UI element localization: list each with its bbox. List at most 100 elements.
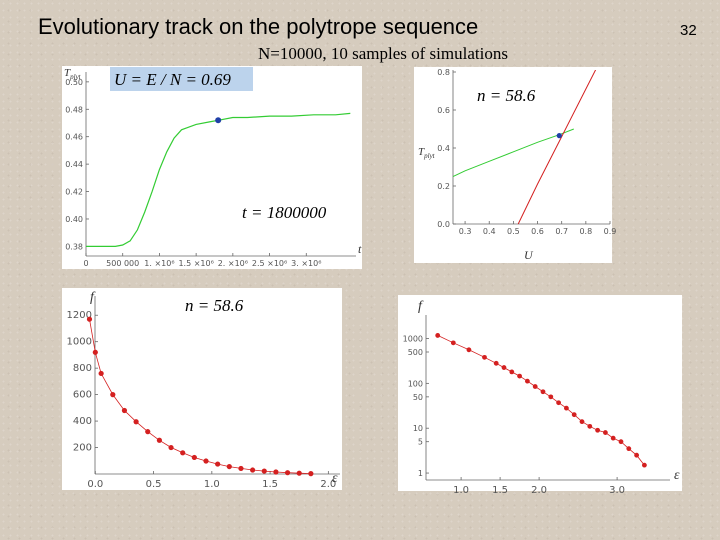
x-tick-label-6: 3. ×10⁶ — [291, 259, 321, 268]
x-tick-label-3: 1.5 ×10⁶ — [178, 259, 213, 268]
x-tick-label-0: 0.3 — [459, 227, 472, 236]
y-axis-label: f — [90, 290, 96, 305]
red-point-15 — [579, 419, 585, 425]
red-series-line — [517, 70, 597, 225]
x-axis-label: ε — [332, 471, 338, 486]
y-axis-label: f — [418, 299, 424, 314]
y-axis-label: Tplyt — [64, 67, 82, 81]
x-tick-label-2: 1.0 — [204, 479, 220, 490]
y-tick-label-2: 0.4 — [437, 144, 450, 153]
red-point-6 — [145, 429, 151, 435]
x-tick-label-5: 0.8 — [579, 227, 592, 236]
y-tick-label-1: 400 — [73, 416, 92, 427]
red-point-2 — [98, 370, 104, 377]
red-point-6 — [509, 369, 515, 375]
x-tick-label-1: 1.5 — [492, 485, 508, 496]
time-evolution-svg: 0.38 0.40 0.42 0.44 0.46 0.48 0.50 0 500 000 1. ×… — [64, 67, 362, 268]
x-axis-label: t — [358, 242, 362, 256]
time-evolution-plot: 0.38 0.40 0.42 0.44 0.46 0.48 0.50 0 500 000 1. ×… — [62, 66, 362, 269]
red-point-3 — [110, 392, 116, 398]
x-tick-label-0: 1.0 — [453, 485, 469, 496]
x-tick-label-2: 1. ×10⁶ — [144, 259, 174, 268]
red-point-13 — [564, 405, 569, 411]
x-tick-label-1: 0.4 — [483, 227, 496, 236]
red-point-13 — [226, 463, 232, 470]
red-point-15 — [250, 467, 256, 473]
y-tick-label-0: 0.0 — [437, 220, 450, 229]
red-point-20 — [618, 439, 624, 445]
x-tick-label-6: 0.9 — [604, 227, 617, 236]
distribution-log-plot: 1 5 10 50 100 500 1000 1.0 1.5 2.0 3.0 f ε — [398, 295, 682, 496]
red-point-5 — [133, 419, 139, 425]
y-tick-label-1: 5 — [418, 438, 423, 447]
red-point-5 — [501, 365, 507, 370]
red-point-14 — [238, 465, 244, 472]
temperature-energy-svg: 0.0 0.2 0.4 0.6 0.8 0.3 0.4 0.5 0.6 0.7 0.8 0.9 Tply… — [418, 68, 616, 262]
red-point-7 — [517, 373, 522, 379]
y-tick-label-3: 0.6 — [437, 106, 450, 115]
red-point-22 — [634, 452, 639, 458]
red-fit-line — [437, 335, 645, 466]
y-tick-label-1: 0.2 — [437, 182, 450, 191]
red-point-19 — [296, 470, 302, 476]
red-point-7 — [156, 437, 163, 443]
x-axis-label: ε — [674, 468, 680, 483]
y-tick-label-2: 600 — [73, 390, 92, 401]
red-point-17 — [595, 427, 600, 433]
blue-marker — [556, 133, 562, 139]
y-tick-label-5: 500 — [408, 348, 423, 357]
page-number: 32 — [680, 22, 697, 39]
y-tick-label-3: 50 — [413, 393, 423, 402]
y-tick-label-4: 0.46 — [65, 133, 83, 142]
x-tick-label-0: 0.0 — [87, 479, 103, 490]
slide-title: Evolutionary track on the polytrope sequ… — [38, 14, 479, 39]
red-point-8 — [525, 378, 530, 384]
y-tick-label-6: 1000 — [403, 335, 423, 344]
x-tick-label-3: 3.0 — [609, 485, 625, 496]
annotation-time: t = 1800000 — [242, 203, 327, 222]
red-point-4 — [493, 360, 499, 366]
red-point-11 — [548, 394, 554, 400]
x-tick-label-3: 1.5 — [262, 479, 278, 490]
red-point-10 — [540, 389, 546, 395]
y-tick-label-1: 0.40 — [65, 215, 83, 224]
y-tick-label-4: 100 — [408, 379, 423, 388]
red-point-11 — [203, 458, 209, 464]
red-point-23 — [642, 462, 647, 468]
green-series-line — [86, 112, 351, 247]
y-tick-label-5: 0.48 — [65, 105, 83, 114]
energy-highlight-box — [110, 67, 253, 91]
x-tick-label-2: 2.0 — [531, 485, 547, 496]
red-fit-line — [89, 319, 311, 474]
x-tick-label-5: 2.5 ×10⁶ — [252, 259, 287, 268]
red-point-9 — [532, 384, 538, 389]
annotation-energy: U = E / N = 0.69 — [114, 70, 231, 89]
red-point-0 — [435, 333, 441, 338]
x-tick-label-3: 0.6 — [531, 227, 544, 236]
y-tick-label-2: 0.42 — [65, 188, 83, 197]
x-tick-label-1: 500 000 — [106, 259, 139, 268]
y-tick-label-3: 0.44 — [65, 160, 83, 169]
red-point-4 — [121, 407, 128, 414]
y-tick-label-2: 10 — [413, 424, 423, 433]
x-tick-label-0: 0 — [83, 259, 88, 268]
red-point-21 — [626, 446, 632, 452]
red-point-3 — [482, 354, 487, 360]
red-point-14 — [571, 412, 577, 418]
temperature-energy-plot: 0.0 0.2 0.4 0.6 0.8 0.3 0.4 0.5 0.6 0.7 0.8 0.9 Tply… — [414, 67, 616, 263]
green-series-line — [453, 128, 574, 177]
annotation-n: n = 58.6 — [477, 86, 536, 105]
red-point-20 — [308, 471, 314, 477]
red-point-12 — [556, 400, 561, 406]
red-point-16 — [261, 468, 267, 474]
x-tick-label-1: 0.5 — [146, 479, 162, 490]
y-axis-label: Tplyt — [418, 146, 436, 160]
y-tick-label-5: 1200 — [67, 310, 92, 321]
red-point-1 — [92, 349, 98, 355]
annotation-n: n = 58.6 — [185, 296, 244, 315]
series-group — [453, 70, 597, 225]
x-tick-label-4: 2. ×10⁶ — [218, 259, 248, 268]
red-point-18 — [284, 470, 291, 476]
blue-marker — [215, 117, 222, 124]
red-point-12 — [215, 461, 221, 467]
